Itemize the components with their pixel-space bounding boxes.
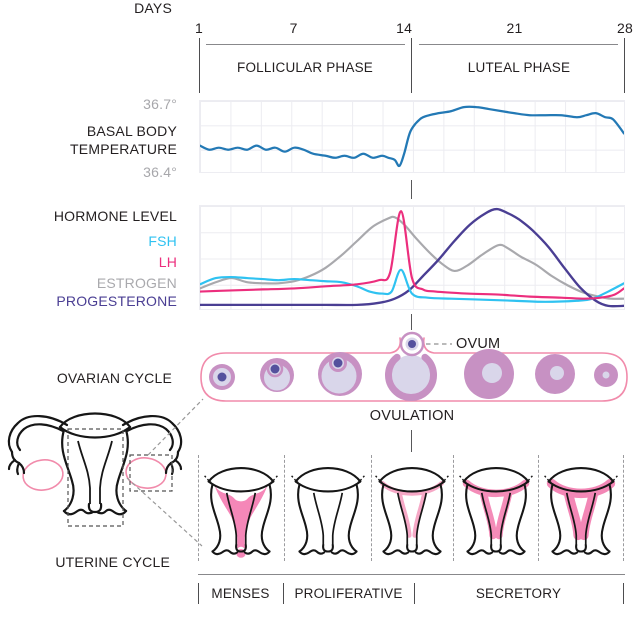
stage-label-proliferative: PROLIFERATIVE <box>294 586 403 601</box>
follicular-phase-label: FOLLICULAR PHASE <box>237 60 373 75</box>
secondary-follicle <box>318 352 362 396</box>
stage-tick-3 <box>623 583 624 604</box>
follicular-phase-bracket <box>206 44 405 45</box>
corpus-luteum-forming <box>464 349 514 399</box>
temperature-curve <box>200 105 624 168</box>
ovum-icon <box>399 331 425 357</box>
hormone-chart <box>199 205 625 310</box>
uterus-anatomy-illustration <box>7 398 204 547</box>
ovulation-day-connector-3 <box>411 430 412 452</box>
menses-flow <box>214 485 268 549</box>
temp-title-line2: TEMPERATURE <box>70 141 177 157</box>
stage-tick-2 <box>414 583 415 604</box>
ovulation-label: OVULATION <box>369 408 455 424</box>
hormone-line-estrogen <box>200 215 624 300</box>
days-axis-title: DAYS <box>134 0 172 16</box>
uterine-row-separator-4 <box>538 455 539 561</box>
temperature-line <box>200 105 624 168</box>
right-ovary-outline <box>125 457 167 489</box>
legend-estrogen: ESTROGEN <box>96 275 177 291</box>
temperature-chart <box>199 100 625 173</box>
ovum-label: OVUM <box>456 336 501 352</box>
uterine-stage-axis-line <box>198 574 625 575</box>
ovary-focus-box <box>129 454 173 492</box>
temp-max-label: 36.7° <box>143 96 177 112</box>
ovary-to-ovarian-cycle-connector <box>147 398 204 456</box>
endometrium-lining <box>397 491 412 538</box>
hormone-line-lh <box>200 210 624 300</box>
legend-fsh: FSH <box>148 233 177 249</box>
uterus-icon-lining-thick <box>542 467 619 556</box>
legend-progesterone: PROGESTERONE <box>56 293 177 309</box>
follicle-stages <box>209 349 618 401</box>
primordial-follicle <box>209 364 235 390</box>
luteal-phase-bracket <box>419 44 618 45</box>
luteal-phase-label: LUTEAL PHASE <box>467 60 571 75</box>
hormone-panel-title: HORMONE LEVEL <box>53 208 177 224</box>
ovulation-day-connector-1 <box>411 180 412 199</box>
stage-tick-0 <box>198 583 199 604</box>
ovulation-day-connector-2 <box>411 314 412 330</box>
temp-min-label: 36.4° <box>143 164 177 180</box>
day28-tick-line <box>624 38 625 93</box>
uterine-row-separator-5 <box>623 455 624 561</box>
ovarian-cycle-label: OVARIAN CYCLE <box>56 370 172 386</box>
ovarian-cycle-graphic <box>200 331 628 402</box>
uterus-focus-box <box>67 428 124 527</box>
endometrium-lining <box>494 490 512 540</box>
hormone-curves <box>200 207 624 308</box>
uterine-row-separator-1 <box>284 455 285 561</box>
day-tick-28: 28 <box>617 20 633 36</box>
uterus-icon-clean <box>289 467 366 556</box>
uterus-icon-menses <box>203 467 279 558</box>
day-tick-14: 14 <box>396 20 413 36</box>
day-tick-1: 1 <box>195 20 203 36</box>
uterus-icon-lining-thin <box>374 467 450 556</box>
graafian-follicle-ovulation <box>385 353 437 401</box>
hormone-line-fsh <box>200 268 624 303</box>
primary-follicle <box>260 358 294 392</box>
endometrium-lining <box>479 490 497 540</box>
endometrium-lining <box>412 491 427 538</box>
stage-label-menses: MENSES <box>211 586 270 601</box>
stage-tick-1 <box>283 583 284 604</box>
uterine-row-separator-2 <box>371 455 372 561</box>
uterus-to-uterine-cycle-connector <box>126 477 203 547</box>
uterine-row-separator-3 <box>453 455 454 561</box>
ovary-capsule-outline <box>200 337 628 402</box>
endometrium-lining <box>578 489 598 541</box>
uterine-row-separator-0 <box>198 455 199 561</box>
left-ovary-outline <box>22 459 64 491</box>
hormone-line-progesterone <box>200 207 624 308</box>
day14-tick-line <box>411 38 412 93</box>
corpus-luteum <box>535 354 575 394</box>
uterus-icon-lining-medium <box>457 467 534 556</box>
day1-tick-line <box>199 38 200 93</box>
endometrium-lining <box>563 489 583 541</box>
day-tick-21: 21 <box>506 20 523 36</box>
uterine-cycle-label: UTERINE CYCLE <box>55 554 170 570</box>
stage-label-secretory: SECRETORY <box>475 586 562 601</box>
temp-title-line1: BASAL BODY <box>86 123 177 139</box>
corpus-albicans <box>594 363 618 387</box>
day-tick-7: 7 <box>289 20 298 36</box>
legend-lh: LH <box>158 254 177 270</box>
